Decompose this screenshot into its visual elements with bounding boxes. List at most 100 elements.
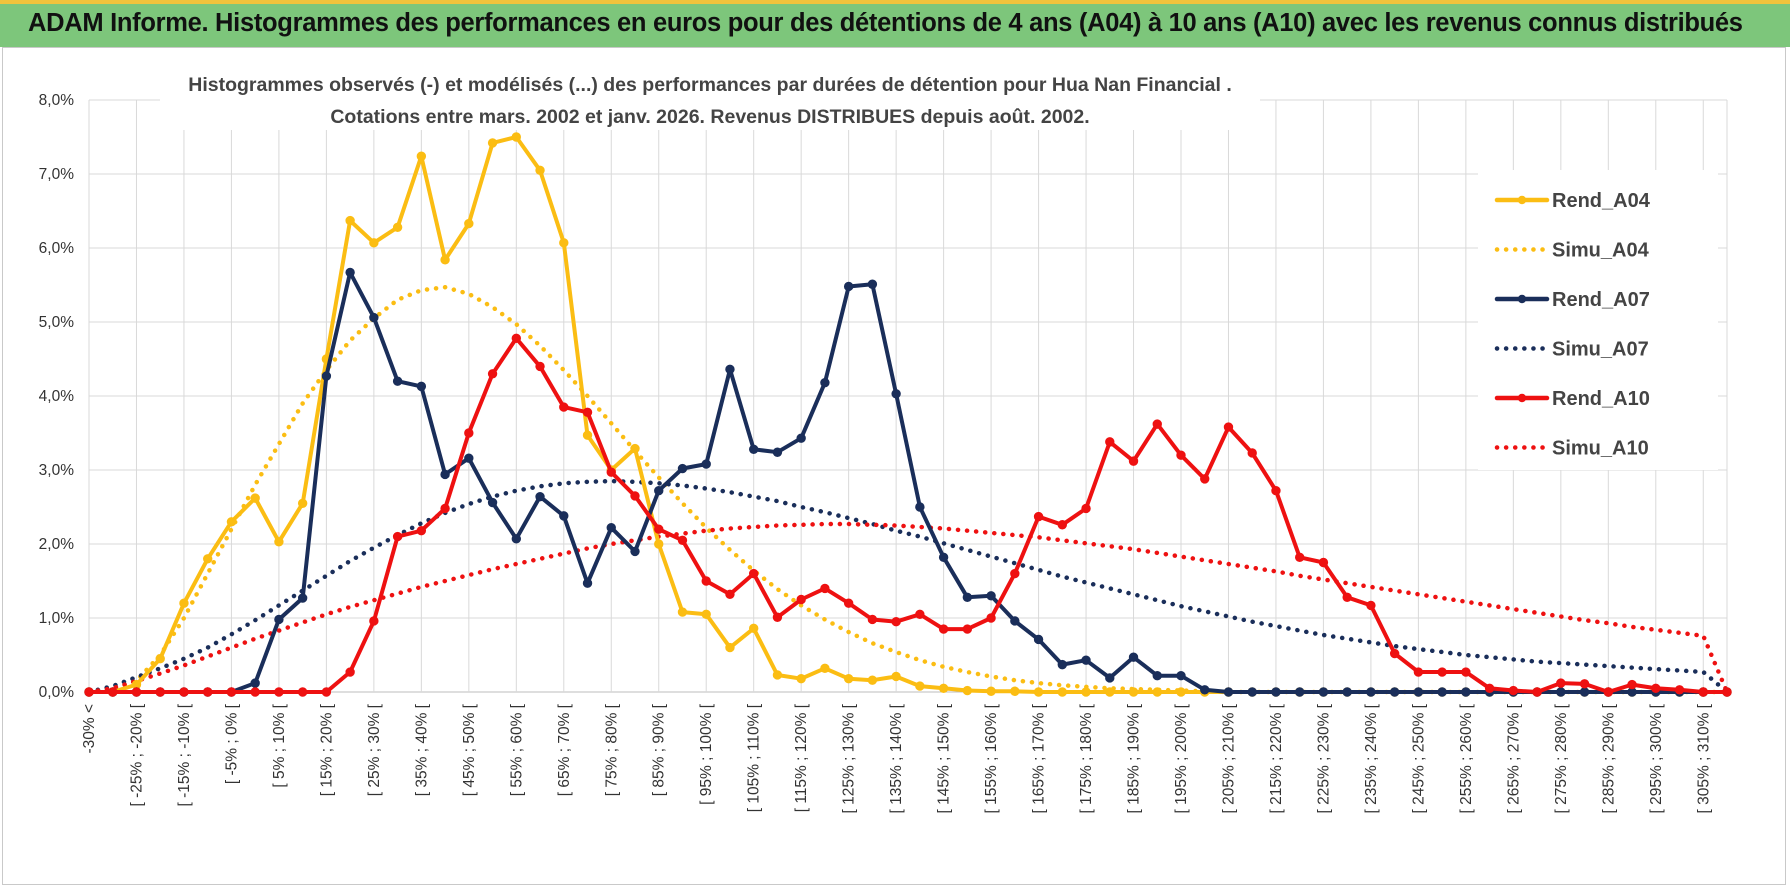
data-point-rend_a10 xyxy=(1532,687,1542,697)
data-point-rend_a04 xyxy=(392,222,403,232)
data-point-rend_a07 xyxy=(725,364,735,375)
x-tick-label: [ -15% ; -10% [ xyxy=(176,703,193,806)
y-tick-label: 8,0% xyxy=(39,92,75,109)
data-point-rend_a04 xyxy=(1128,687,1139,697)
x-tick-label: [ 175% ; 180% [ xyxy=(1078,703,1095,813)
x-axis: -30% < [ -25% ; -20% [ [ -15% ; -10% [ [ -5… xyxy=(81,703,1712,813)
data-point-rend_a04 xyxy=(962,685,973,696)
data-point-rend_a04 xyxy=(915,681,925,691)
data-point-rend_a10 xyxy=(962,624,973,634)
x-tick-label: [ 165% ; 170% [ xyxy=(1031,703,1048,813)
data-point-rend_a04 xyxy=(1057,687,1068,697)
data-point-rend_a10 xyxy=(986,613,996,623)
legend-label-rend_a04: Rend_A04 xyxy=(1552,190,1651,212)
data-point-rend_a07 xyxy=(1033,634,1044,645)
data-point-rend_a04 xyxy=(1081,687,1091,697)
data-point-rend_a10 xyxy=(297,687,308,697)
data-point-rend_a10 xyxy=(1508,685,1519,696)
chart-subtitle: Cotations entre mars. 2002 et janv. 2026… xyxy=(330,106,1089,128)
x-tick-label: [ 45% ; 50% [ xyxy=(461,703,478,796)
x-tick-label: [ 115% ; 120% [ xyxy=(793,703,810,812)
data-point-rend_a04 xyxy=(155,654,165,664)
data-point-rend_a07 xyxy=(1105,673,1115,683)
legend-label-simu_a10: Simu_A10 xyxy=(1552,438,1649,460)
data-point-rend_a04 xyxy=(416,151,427,161)
data-point-rend_a07 xyxy=(297,593,308,603)
x-tick-label: [ 215% ; 220% [ xyxy=(1268,703,1285,813)
data-point-rend_a07 xyxy=(1294,687,1305,697)
data-point-rend_a04 xyxy=(511,132,522,142)
data-point-rend_a07 xyxy=(891,389,901,399)
data-point-rend_a10 xyxy=(1603,687,1614,697)
data-point-rend_a10 xyxy=(487,369,498,379)
x-tick-label: [ 55% ; 60% [ xyxy=(508,703,525,796)
x-tick-label: [ 5% ; 10% [ xyxy=(271,703,288,787)
data-point-rend_a04 xyxy=(1010,686,1020,696)
plot-series xyxy=(84,132,1732,697)
data-point-rend_a10 xyxy=(1674,685,1685,695)
data-point-rend_a07 xyxy=(1128,652,1139,662)
data-point-rend_a04 xyxy=(820,663,830,674)
data-point-rend_a07 xyxy=(345,267,355,278)
data-point-rend_a07 xyxy=(559,511,569,521)
data-point-rend_a10 xyxy=(1176,450,1186,460)
data-point-rend_a10 xyxy=(155,687,165,697)
data-point-rend_a04 xyxy=(345,215,355,226)
y-tick-label: 1,0% xyxy=(39,610,75,627)
data-point-rend_a10 xyxy=(1294,552,1305,563)
data-point-rend_a04 xyxy=(725,642,735,653)
data-point-rend_a04 xyxy=(274,537,284,547)
data-point-rend_a10 xyxy=(677,535,688,545)
data-point-rend_a07 xyxy=(915,502,925,512)
data-point-rend_a04 xyxy=(772,670,783,680)
data-point-rend_a07 xyxy=(654,486,664,496)
data-point-rend_a07 xyxy=(582,578,593,588)
data-point-rend_a07 xyxy=(1342,687,1352,697)
series-line-rend_a10 xyxy=(87,336,1729,694)
data-point-rend_a07 xyxy=(1556,687,1566,697)
data-point-rend_a10 xyxy=(1698,687,1708,697)
chart-frame xyxy=(2,47,1786,885)
x-tick-label: [ 15% ; 20% [ xyxy=(318,703,335,796)
data-point-rend_a04 xyxy=(677,607,688,617)
data-point-rend_a10 xyxy=(250,687,260,697)
data-point-rend_a04 xyxy=(297,498,308,508)
data-point-rend_a10 xyxy=(1318,557,1329,568)
data-point-rend_a07 xyxy=(938,552,949,563)
data-point-rend_a04 xyxy=(796,673,806,684)
data-point-rend_a10 xyxy=(274,687,284,697)
data-point-rend_a10 xyxy=(772,612,783,622)
legend-marker xyxy=(1517,195,1527,205)
data-point-rend_a07 xyxy=(487,497,498,508)
data-point-rend_a04 xyxy=(891,671,901,682)
data-point-rend_a04 xyxy=(582,430,593,440)
data-point-rend_a04 xyxy=(938,683,949,693)
x-tick-label: -30% < xyxy=(81,704,98,754)
data-point-rend_a07 xyxy=(464,453,474,463)
data-point-rend_a07 xyxy=(440,469,450,480)
data-point-rend_a10 xyxy=(1651,683,1661,693)
data-point-rend_a07 xyxy=(274,614,284,625)
x-tick-label: [ -25% ; -20% [ xyxy=(128,703,145,806)
data-point-rend_a10 xyxy=(915,609,925,619)
data-point-rend_a04 xyxy=(867,675,878,685)
data-point-rend_a10 xyxy=(843,598,854,608)
legend: Rend_A04 Simu_A04 Rend_A07 Simu_A07 Rend_A10… xyxy=(1478,170,1718,470)
data-point-rend_a10 xyxy=(84,687,94,697)
x-tick-label: [ 35% ; 40% [ xyxy=(413,703,430,796)
x-tick-label: [ 85% ; 90% [ xyxy=(651,703,668,796)
data-point-rend_a10 xyxy=(131,687,142,697)
data-point-rend_a10 xyxy=(440,503,450,514)
data-point-rend_a07 xyxy=(796,433,806,443)
series-line-simu_a04 xyxy=(86,284,1730,695)
data-point-rend_a07 xyxy=(1437,687,1447,697)
data-point-rend_a04 xyxy=(226,517,237,527)
data-point-rend_a07 xyxy=(820,377,830,388)
data-point-rend_a10 xyxy=(1342,592,1352,602)
data-point-rend_a07 xyxy=(1081,655,1091,665)
data-point-rend_a10 xyxy=(938,624,949,634)
data-point-rend_a07 xyxy=(511,534,522,544)
data-point-rend_a07 xyxy=(1247,687,1257,697)
x-tick-label: [ -5% ; 0% [ xyxy=(223,703,240,784)
